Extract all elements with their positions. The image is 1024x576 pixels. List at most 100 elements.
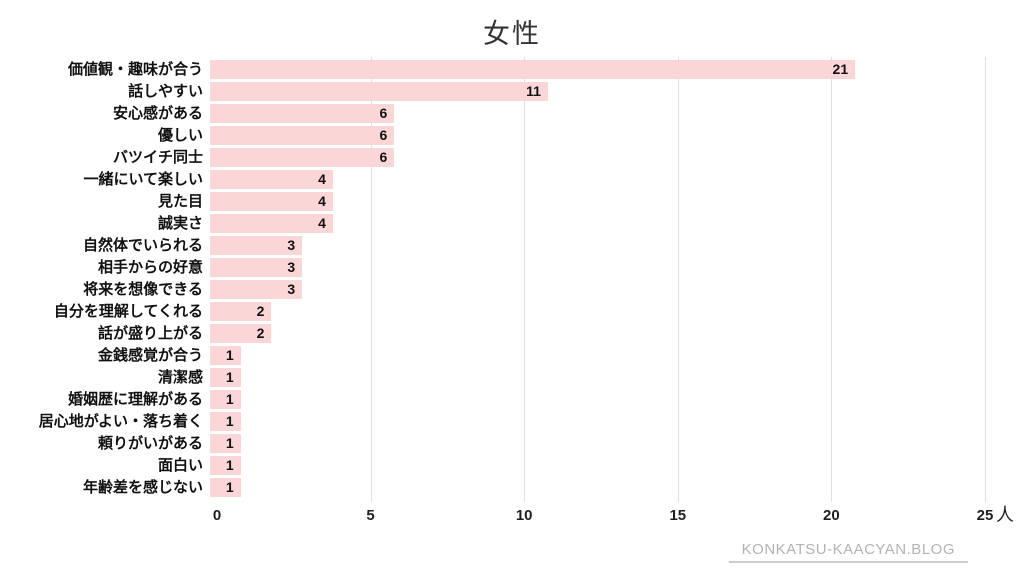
value-label: 1	[225, 369, 234, 385]
value-label: 1	[225, 435, 234, 451]
bar-track: 1	[210, 477, 978, 499]
bar-track: 1	[210, 389, 978, 411]
bar-track: 3	[210, 235, 978, 257]
chart-row: 安心感がある 6	[0, 103, 1024, 125]
bar-track: 1	[210, 433, 978, 455]
category-label: 一緒にいて楽しい	[83, 171, 203, 188]
bar: 1	[210, 456, 241, 475]
value-label: 11	[526, 83, 541, 99]
bar: 2	[210, 324, 272, 343]
bar-rows: 価値観・趣味が合う 21 話しやすい 11 安心感がある 6 優しい 6 バツイチ同士 6 一緒にい…	[0, 59, 1024, 499]
value-label: 3	[287, 281, 296, 297]
bar: 6	[210, 148, 395, 167]
x-axis-unit-label: 人	[996, 505, 1014, 525]
bar: 11	[210, 82, 548, 101]
x-tick-label: 25	[976, 507, 994, 524]
category-label: 面白い	[157, 457, 203, 474]
category-label: バツイチ同士	[112, 149, 203, 166]
bar: 1	[210, 478, 241, 497]
value-label: 1	[225, 457, 234, 473]
bar: 21	[210, 60, 856, 79]
chart-row: 誠実さ 4	[0, 213, 1024, 235]
chart-row: 頼りがいがある 1	[0, 433, 1024, 455]
bar-track: 4	[210, 169, 978, 191]
value-label: 1	[225, 413, 234, 429]
category-label: 相手からの好意	[97, 259, 203, 276]
bar: 4	[210, 192, 333, 211]
bar-track: 21	[210, 59, 978, 81]
category-label: 誠実さ	[157, 215, 203, 232]
category-label: 話が盛り上がる	[97, 325, 203, 342]
chart-row: 相手からの好意 3	[0, 257, 1024, 279]
chart-row: 年齢差を感じない 1	[0, 477, 1024, 499]
category-label: 見た目	[157, 193, 203, 210]
category-label: 清潔感	[157, 369, 203, 386]
bar: 2	[210, 302, 272, 321]
chart-row: 清潔感 1	[0, 367, 1024, 389]
bar: 1	[210, 412, 241, 431]
x-tick-label: 0	[212, 507, 222, 524]
bar-track: 6	[210, 103, 978, 125]
bar-track: 1	[210, 345, 978, 367]
category-label: 頼りがいがある	[97, 435, 203, 452]
value-label: 3	[287, 237, 296, 253]
category-label: 優しい	[157, 127, 203, 144]
x-tick-label: 5	[366, 507, 375, 524]
value-label: 1	[225, 479, 234, 495]
x-tick-label: 10	[515, 507, 533, 524]
chart-row: バツイチ同士 6	[0, 147, 1024, 169]
bar-track: 1	[210, 455, 978, 477]
value-label: 6	[379, 105, 388, 121]
bar: 1	[210, 368, 241, 387]
chart-row: 婚姻歴に理解がある 1	[0, 389, 1024, 411]
bar: 4	[210, 214, 333, 233]
bar-track: 4	[210, 191, 978, 213]
bar: 1	[210, 346, 241, 365]
bar: 6	[210, 126, 395, 145]
value-label: 3	[287, 259, 296, 275]
chart-title: 女性	[483, 19, 541, 49]
bar: 6	[210, 104, 395, 123]
chart-row: 将来を想像できる 3	[0, 279, 1024, 301]
bar-track: 4	[210, 213, 978, 235]
chart-row: 居心地がよい・落ち着く 1	[0, 411, 1024, 433]
bar: 1	[210, 434, 241, 453]
bar-track: 1	[210, 411, 978, 433]
x-tick-label: 15	[669, 507, 687, 524]
bar-track: 1	[210, 367, 978, 389]
value-label: 2	[256, 325, 265, 341]
chart-row: 見た目 4	[0, 191, 1024, 213]
watermark-blog-name: KONKATSU-KAACYAN.BLOG	[728, 541, 968, 563]
bar-track: 2	[210, 301, 978, 323]
chart-row: 一緒にいて楽しい 4	[0, 169, 1024, 191]
category-label: 婚姻歴に理解がある	[67, 391, 203, 408]
bar-track: 6	[210, 125, 978, 147]
value-label: 4	[318, 193, 326, 209]
value-label: 6	[379, 149, 388, 165]
category-label: 安心感がある	[112, 105, 203, 122]
value-label: 4	[318, 215, 326, 231]
chart-row: 優しい 6	[0, 125, 1024, 147]
x-axis-ticks: 0 5 10 15 20 25	[213, 505, 994, 527]
chart-row: 価値観・趣味が合う 21	[0, 59, 1024, 81]
bar: 4	[210, 170, 333, 189]
chart-row: 面白い 1	[0, 455, 1024, 477]
category-label: 居心地がよい・落ち着く	[38, 413, 203, 430]
bar-track: 6	[210, 147, 978, 169]
category-label: 自分を理解してくれる	[53, 303, 203, 320]
bar-track: 3	[210, 279, 978, 301]
value-label: 1	[225, 391, 234, 407]
category-label: 将来を想像できる	[83, 281, 203, 298]
category-label: 話しやすい	[128, 83, 203, 100]
chart-row: 自分を理解してくれる 2	[0, 301, 1024, 323]
value-label: 2	[256, 303, 265, 319]
bar: 1	[210, 390, 241, 409]
bar: 3	[210, 236, 303, 255]
value-label: 1	[225, 347, 234, 363]
category-label: 年齢差を感じない	[82, 479, 203, 496]
bar: 3	[210, 258, 303, 277]
value-label: 6	[379, 127, 388, 143]
x-tick-label: 20	[823, 507, 840, 524]
value-label: 21	[832, 61, 849, 77]
bar-track: 11	[210, 81, 978, 103]
